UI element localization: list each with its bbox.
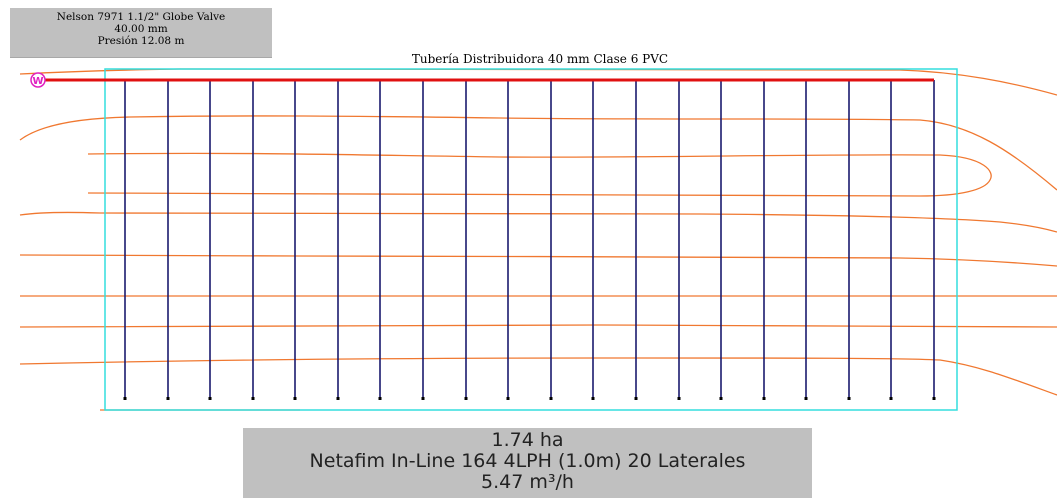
- lateral-end-cap: [549, 397, 553, 400]
- lateral-line: [293, 80, 297, 400]
- lateral-line: [889, 80, 893, 400]
- irrigation-block-boundary: [104, 68, 958, 411]
- lateral-end-cap: [251, 397, 255, 400]
- lateral-line: [549, 80, 553, 400]
- lateral-lines: [123, 80, 936, 400]
- lateral-line: [506, 80, 510, 400]
- lateral-line: [208, 80, 212, 400]
- block-summary-box: 1.74 ha Netafim In-Line 164 4LPH (1.0m) …: [243, 428, 812, 498]
- lateral-end-cap: [293, 397, 297, 400]
- lateral-line: [634, 80, 638, 400]
- lateral-end-cap: [336, 397, 340, 400]
- lateral-end-cap: [804, 397, 808, 400]
- lateral-line: [166, 80, 170, 400]
- lateral-end-cap: [421, 397, 425, 400]
- block-flow: 5.47 m³/h: [481, 471, 574, 493]
- lateral-line: [464, 80, 468, 400]
- lateral-end-cap: [208, 397, 212, 400]
- valve-size: 40.00 mm: [114, 23, 168, 35]
- dripline-spec: Netafim In-Line 164 4LPH (1.0m) 20 Later…: [309, 450, 746, 472]
- lateral-end-cap: [889, 397, 893, 400]
- lateral-line: [847, 80, 851, 400]
- valve-pressure: Presión 12.08 m: [97, 35, 185, 47]
- contour-line: [19, 254, 1057, 267]
- distributor-pipe-label: Tubería Distribuidora 40 mm Clase 6 PVC: [411, 52, 669, 66]
- lateral-end-cap: [762, 397, 766, 400]
- lateral-end-cap: [591, 397, 595, 400]
- contour-line: [19, 115, 1057, 191]
- lateral-line: [336, 80, 340, 400]
- valve-icon-letter: W: [32, 76, 43, 87]
- elevation-contours: [19, 68, 1057, 411]
- lateral-line: [421, 80, 425, 400]
- contour-line: [87, 152, 992, 197]
- lateral-end-cap: [506, 397, 510, 400]
- valve-model: Nelson 7971 1.1/2" Globe Valve: [56, 11, 226, 23]
- block-area: 1.74 ha: [491, 429, 564, 451]
- contour-line: [19, 324, 1057, 328]
- lateral-line: [719, 80, 723, 400]
- valve-icon[interactable]: W: [30, 72, 46, 88]
- lateral-end-cap: [378, 397, 382, 400]
- lateral-line: [591, 80, 595, 400]
- lateral-end-cap: [847, 397, 851, 400]
- lateral-line: [677, 80, 681, 400]
- lateral-end-cap: [719, 397, 723, 400]
- lateral-end-cap: [677, 397, 681, 400]
- lateral-line: [123, 80, 127, 400]
- lateral-end-cap: [464, 397, 468, 400]
- lateral-line: [762, 80, 766, 400]
- valve-info-box: Nelson 7971 1.1/2" Globe Valve 40.00 mm …: [10, 8, 272, 58]
- lateral-line: [932, 80, 936, 400]
- contour-line: [19, 68, 1057, 96]
- lateral-end-cap: [932, 397, 936, 400]
- lateral-end-cap: [123, 397, 127, 400]
- lateral-end-cap: [634, 397, 638, 400]
- lateral-end-cap: [166, 397, 170, 400]
- lateral-line: [378, 80, 382, 400]
- contour-line: [19, 357, 1057, 396]
- contour-line: [19, 211, 1057, 233]
- lateral-line: [251, 80, 255, 400]
- lateral-line: [804, 80, 808, 400]
